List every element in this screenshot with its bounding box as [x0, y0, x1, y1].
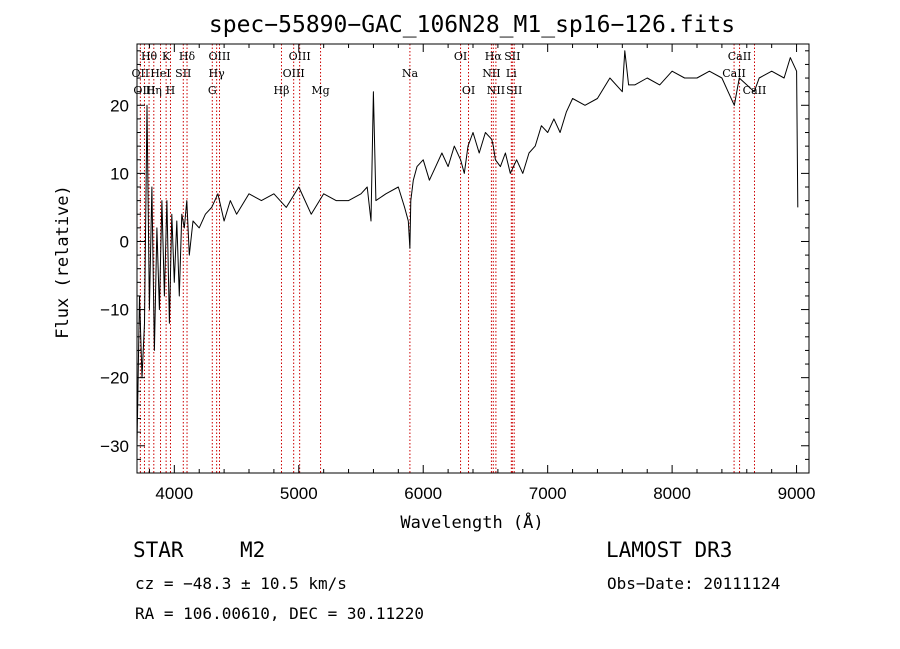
survey-name: LAMOST DR3	[606, 538, 733, 562]
spectral-line-label: CaII	[722, 67, 746, 80]
spectral-line-label: Li	[506, 67, 517, 80]
spectral-line-label: NII	[487, 84, 505, 97]
spectral-line-label: CaII	[728, 50, 752, 63]
y-tick-label: 0	[120, 232, 129, 251]
y-tick-label: −10	[100, 301, 129, 320]
redshift-readout: cz = −48.3 ± 10.5 km/s	[135, 574, 347, 593]
spectral-line-label: Hα	[485, 50, 503, 63]
spectral-line-label: K	[162, 50, 171, 63]
x-tick-label: 4000	[155, 484, 193, 503]
plot-frame	[136, 43, 810, 474]
spectral-line-label: OI	[454, 50, 467, 63]
spectral-line-label: OIII	[208, 50, 230, 63]
y-tick-label: −20	[100, 369, 129, 388]
spectral-line-label: Hη	[146, 84, 162, 97]
obs-date: Obs−Date: 20111124	[607, 574, 781, 593]
x-tick-label: 8000	[653, 484, 691, 503]
spectral-line-label: Hθ	[141, 50, 158, 63]
y-axis-label: Flux (relative)	[53, 185, 73, 339]
y-tick-label: 20	[110, 96, 129, 115]
x-axis-label: Wavelength (Å)	[400, 511, 543, 533]
spectral-line-label: G	[208, 84, 217, 97]
spectral-line-label: H	[166, 84, 176, 97]
y-tick-label: −30	[100, 437, 129, 456]
spectrum-layer	[136, 50, 799, 446]
spectral-line-label: Hδ	[179, 50, 196, 63]
spectrum-line	[136, 50, 799, 446]
coordinates: RA = 106.00610, DEC = 30.11220	[135, 604, 424, 623]
y-tick-label: 10	[110, 164, 129, 183]
x-tick-label: 6000	[404, 484, 442, 503]
object-class: STAR	[133, 538, 184, 562]
spectral-line-label: HeI	[150, 67, 170, 80]
spectral-line-label: OIII	[133, 84, 155, 97]
x-tick-label: 5000	[280, 484, 318, 503]
x-tick-label: 9000	[778, 484, 816, 503]
spectral-line-markers	[139, 44, 755, 473]
spectral-line-label: OIII	[289, 50, 311, 63]
axis-ticks: 4000 5000 6000 7000 8000 9000 −30 −20 −10 0 10 20	[100, 44, 815, 503]
spectral-line-labels: Hθ OII OIII K HeI Hη H Hδ SII OIII Hγ G OIII OIII Hβ Mg…	[132, 50, 767, 97]
spectral-line-label: Na	[402, 67, 419, 80]
object-subclass: M2	[240, 538, 266, 562]
spectral-line-label: OIII	[283, 67, 305, 80]
spectral-line-label: Mg	[311, 84, 329, 97]
x-tick-label: 7000	[529, 484, 567, 503]
spectral-line-label: SII	[504, 50, 520, 63]
spectral-line-label: NII	[482, 67, 500, 80]
spectral-line-label: SII	[506, 84, 522, 97]
spectral-line-label: SII	[175, 67, 191, 80]
spectral-line-label: OI	[462, 84, 475, 97]
spectral-line-label: CaII	[743, 84, 767, 97]
spectral-line-label: OII	[132, 67, 150, 80]
chart-title: spec−55890−GAC_106N28_M1_sp16−126.fits	[209, 12, 735, 38]
spectral-line-label: Hγ	[209, 67, 226, 80]
spectral-line-label: Hβ	[274, 84, 290, 97]
